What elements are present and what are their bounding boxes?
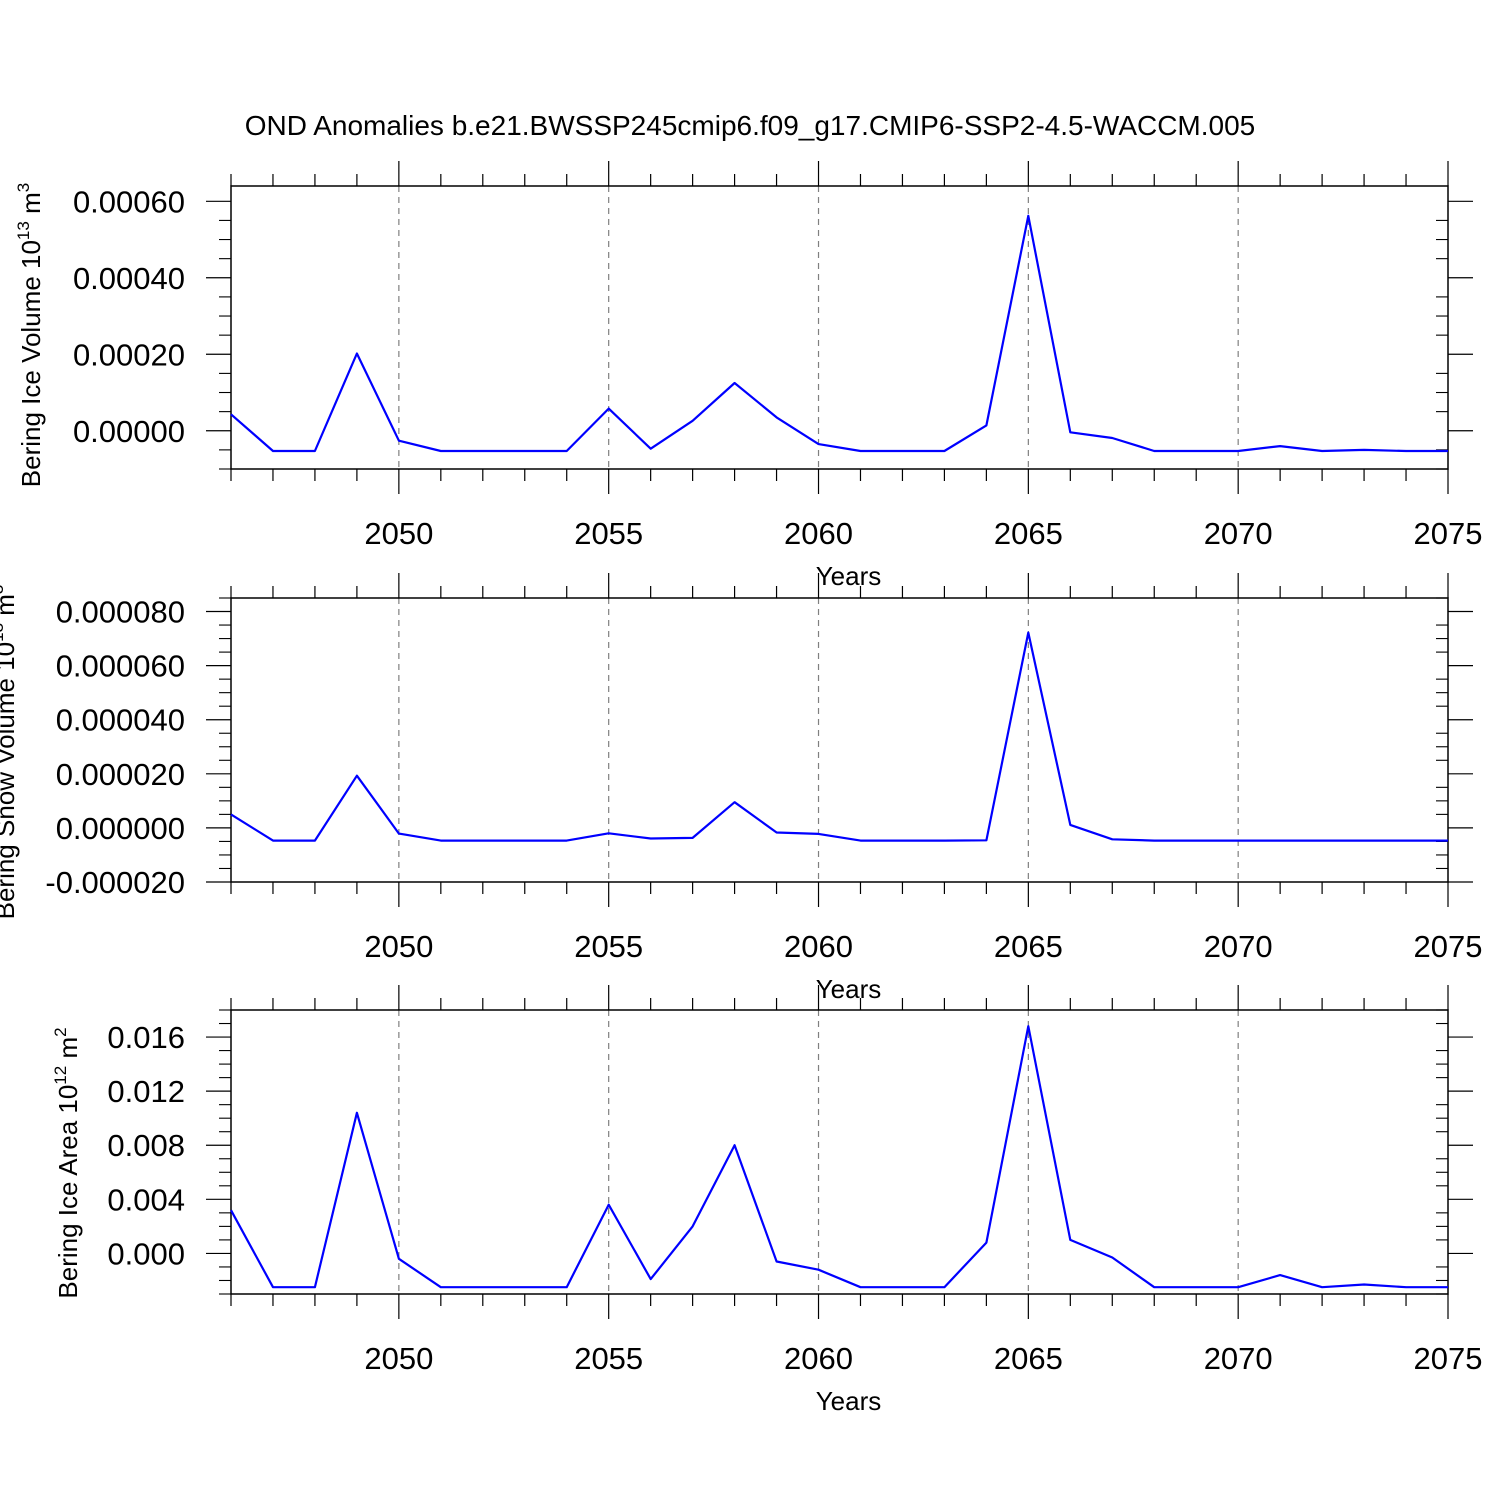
- ice-area-y-tick-label: 0.000: [107, 1236, 185, 1271]
- ice-area-y-tick-label: 0.012: [107, 1074, 185, 1109]
- ice-volume-plot-frame: [230, 185, 1449, 470]
- ice-volume-y-axis-title: Bering Ice Volume 1013 m3: [14, 183, 46, 487]
- snow-volume-x-tick-label: 2050: [364, 929, 433, 964]
- snow-volume-x-axis-title: Years: [816, 974, 882, 1004]
- ice-volume-y-tick-label: 0.00040: [73, 261, 185, 296]
- snow-volume-x-tick-label: 2070: [1204, 929, 1273, 964]
- snow-volume-plot-frame: [230, 597, 1449, 883]
- snow-volume-y-tick-label: 0.000060: [56, 649, 185, 684]
- ice-area-y-axis-title: Bering Ice Area 1012 m2: [51, 1027, 83, 1298]
- ice-volume-series-line: [230, 214, 1448, 453]
- snow-volume-y-tick-label: 0.000040: [56, 703, 185, 738]
- ice-volume-y-tick-label: 0.00000: [73, 414, 185, 449]
- snow-volume-x-tick-label: 2065: [994, 929, 1063, 964]
- ice-volume-x-tick-label: 2075: [1414, 516, 1483, 551]
- ice-area-x-tick-label: 2060: [784, 1341, 853, 1376]
- snow-volume-series-line: [230, 631, 1448, 842]
- snow-volume-y-axis-title: Bering Snow Volume 1013 m3: [0, 585, 20, 920]
- snow-volume-x-tick-label: 2055: [574, 929, 643, 964]
- ice-area-x-tick-label: 2075: [1414, 1341, 1483, 1376]
- ice-area-plot-frame: [230, 1009, 1449, 1295]
- ice-area-x-axis-title: Years: [816, 1386, 882, 1416]
- ice-area-y-tick-label: 0.008: [107, 1128, 185, 1163]
- panel-ice-volume: 2050 2055 2060 2065 2070 2075 0.00000 0.00020 0.…: [14, 161, 1482, 591]
- ice-volume-y-tick-label: 0.00020: [73, 337, 185, 372]
- ice-volume-x-tick-label: 2050: [364, 516, 433, 551]
- ice-area-x-tick-label: 2055: [574, 1341, 643, 1376]
- ice-area-x-tick-label: 2050: [364, 1341, 433, 1376]
- panel-snow-volume: 2050 2055 2060 2065 2070 2075 -0.000020 0.00000…: [0, 573, 1482, 1004]
- snow-volume-y-tick-label: 0.000000: [56, 811, 185, 846]
- ice-volume-x-tick-label: 2055: [574, 516, 643, 551]
- ice-volume-x-axis-title: Years: [816, 561, 882, 591]
- ice-volume-y-tick-label: 0.00060: [73, 184, 185, 219]
- chart-title: OND Anomalies b.e21.BWSSP245cmip6.f09_g1…: [245, 110, 1256, 141]
- ice-area-x-tick-label: 2065: [994, 1341, 1063, 1376]
- snow-volume-y-tick-label: -0.000020: [45, 865, 185, 900]
- ice-volume-x-tick-label: 2070: [1204, 516, 1273, 551]
- panel-ice-area: 2050 2055 2060 2065 2070 2075 0.000 0.004 0.008 0…: [51, 985, 1482, 1416]
- snow-volume-x-tick-label: 2060: [784, 929, 853, 964]
- ice-area-series-line: [230, 1025, 1448, 1289]
- snow-volume-y-tick-label: 0.000080: [56, 595, 185, 630]
- snow-volume-y-tick-label: 0.000020: [56, 757, 185, 792]
- snow-volume-x-tick-label: 2075: [1414, 929, 1483, 964]
- ice-volume-x-tick-label: 2065: [994, 516, 1063, 551]
- ice-volume-x-tick-label: 2060: [784, 516, 853, 551]
- ice-area-y-tick-label: 0.016: [107, 1020, 185, 1055]
- ice-area-x-tick-label: 2070: [1204, 1341, 1273, 1376]
- ice-area-y-tick-label: 0.004: [107, 1182, 185, 1217]
